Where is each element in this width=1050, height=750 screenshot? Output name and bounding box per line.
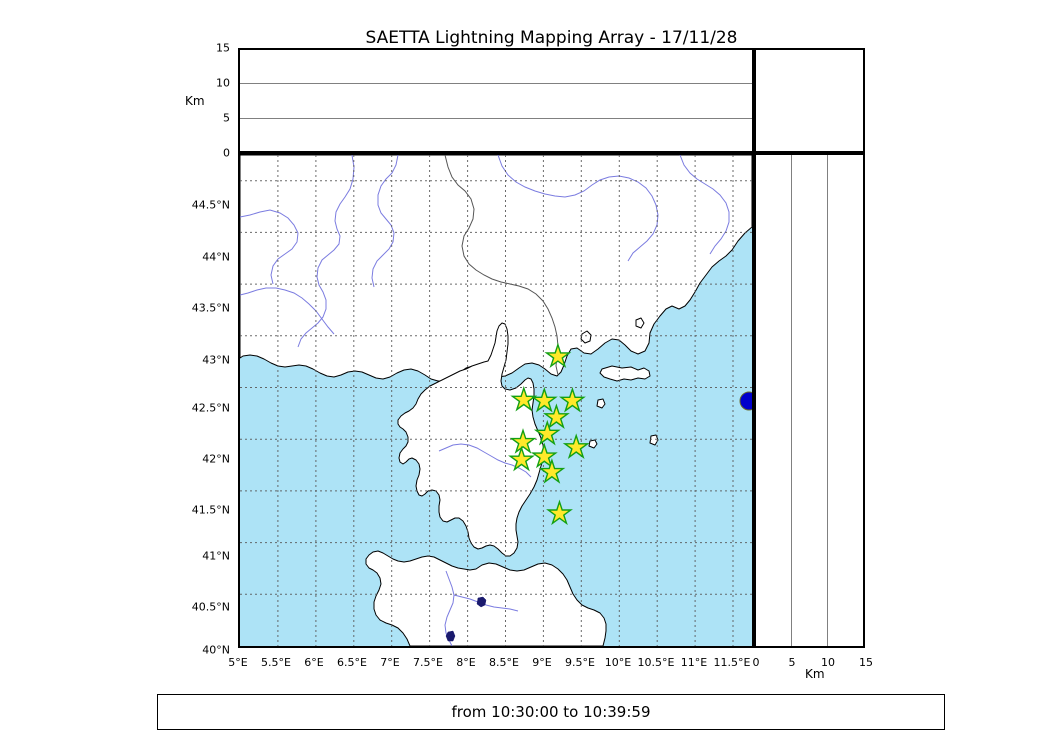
tick-lat-43: 43°N xyxy=(202,353,230,367)
tick-right-0: 0 xyxy=(752,656,760,669)
tick-right-5: 5 xyxy=(788,656,796,669)
river-saone xyxy=(371,155,399,288)
tick-lon-8.5: 8.5°E xyxy=(489,656,519,669)
station-star[interactable] xyxy=(508,445,535,472)
island-capraia xyxy=(580,330,592,344)
tick-lat-43.5: 43.5°N xyxy=(191,301,230,315)
station-star[interactable] xyxy=(542,403,570,429)
station-star[interactable] xyxy=(538,458,566,484)
island-sardinia xyxy=(365,550,607,646)
tick-lat-44: 44°N xyxy=(202,250,230,264)
tick-lon-5: 5°E xyxy=(228,656,248,669)
lake-sardinia-1 xyxy=(476,596,487,608)
tick-lon-9: 9°E xyxy=(532,656,552,669)
tick-lon-7: 7°E xyxy=(380,656,400,669)
station-markers-group[interactable] xyxy=(508,342,590,526)
tick-lon-11.5: 11.5°E xyxy=(713,656,751,669)
station-star[interactable] xyxy=(562,433,590,459)
river-durance xyxy=(240,209,299,285)
tick-lon-10.5: 10.5°E xyxy=(637,656,675,669)
tick-lon-5.5: 5.5°E xyxy=(261,656,291,669)
tick-lat-44.5: 44.5°N xyxy=(191,198,230,212)
island-gorgona xyxy=(635,317,645,329)
tick-top-5: 5 xyxy=(223,111,230,125)
tick-lat-42: 42°N xyxy=(202,452,230,466)
elevation-panel-top xyxy=(238,48,754,153)
tick-lon-7.5: 7.5°E xyxy=(413,656,443,669)
station-star[interactable] xyxy=(558,386,586,413)
river-po xyxy=(497,155,659,262)
tick-top-0: 0 xyxy=(223,146,230,160)
station-star[interactable] xyxy=(509,428,537,454)
station-star[interactable] xyxy=(510,385,538,412)
source-marker-dot[interactable] xyxy=(739,391,752,411)
map-panel[interactable] xyxy=(238,153,754,648)
lake-sardinia-2 xyxy=(445,630,456,642)
river-tiber xyxy=(240,287,335,335)
map-graticule xyxy=(240,155,752,646)
gridline-top-10 xyxy=(240,83,752,84)
time-range-text: from 10:30:00 to 10:39:59 xyxy=(451,703,651,721)
station-star[interactable] xyxy=(533,419,561,446)
river-arno xyxy=(679,155,730,255)
island-montecristo xyxy=(596,398,606,409)
corner-panel xyxy=(754,48,865,153)
tick-top-10: 10 xyxy=(216,76,230,90)
map-svg xyxy=(240,155,752,646)
tick-lon-10: 10°E xyxy=(604,656,632,669)
station-star[interactable] xyxy=(530,386,558,413)
station-star[interactable] xyxy=(530,442,558,469)
tick-lon-9.5: 9.5°E xyxy=(565,656,595,669)
coastline-france-italy xyxy=(240,155,752,382)
tick-lon-11: 11°E xyxy=(680,656,708,669)
island-pianosa xyxy=(588,439,598,449)
tick-top-15: 15 xyxy=(216,41,230,55)
station-star[interactable] xyxy=(544,342,572,369)
tick-lat-41.5: 41.5°N xyxy=(191,503,230,517)
time-range-box: from 10:30:00 to 10:39:59 xyxy=(157,694,945,730)
tick-lat-42.5: 42.5°N xyxy=(191,401,230,415)
tick-right-10: 10 xyxy=(821,656,835,669)
elevation-panel-right xyxy=(754,153,865,648)
tick-lon-8: 8°E xyxy=(456,656,476,669)
tick-lat-40.5: 40.5°N xyxy=(191,600,230,614)
island-elba xyxy=(599,365,651,382)
station-star[interactable] xyxy=(546,499,573,526)
tick-lat-40: 40°N xyxy=(202,643,230,657)
gridline-right-5 xyxy=(791,155,792,646)
tick-lon-6.5: 6.5°E xyxy=(337,656,367,669)
tick-right-15: 15 xyxy=(859,656,873,669)
tick-lon-6: 6°E xyxy=(304,656,324,669)
tick-lat-41: 41°N xyxy=(202,549,230,563)
river-rhone xyxy=(297,155,355,348)
top-panel-axis-label: Km xyxy=(185,94,205,108)
river-sardinia-2 xyxy=(453,594,519,612)
island-giglio xyxy=(649,434,659,446)
gridline-right-10 xyxy=(827,155,828,646)
gridline-top-5 xyxy=(240,118,752,119)
right-panel-axis-label: Km xyxy=(805,667,825,681)
page-title: SAETTA Lightning Mapping Array - 17/11/2… xyxy=(365,28,738,48)
national-border xyxy=(444,155,559,376)
